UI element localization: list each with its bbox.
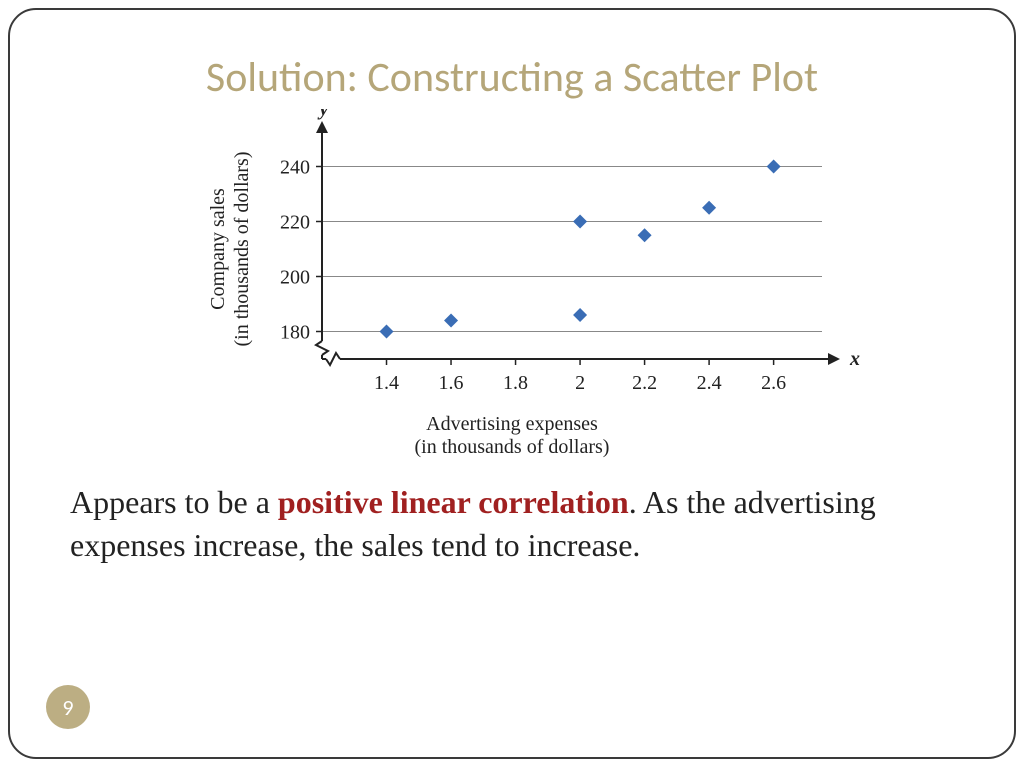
svg-text:2.2: 2.2 [632, 372, 657, 394]
svg-text:y: y [318, 109, 329, 120]
svg-text:Company sales: Company sales [207, 188, 229, 310]
body-before: Appears to be a [70, 484, 278, 520]
svg-text:(in thousands of dollars): (in thousands of dollars) [231, 152, 253, 347]
x-axis-label-line2: (in thousands of dollars) [10, 436, 1014, 459]
x-axis-label-line1: Advertising expenses [10, 413, 1014, 436]
scatter-chart: 180 200 220 240 1.4 1.6 1.8 2 2.2 2.4 2.6 y x Company… [152, 109, 872, 409]
slide-title: Solution: Constructing a Scatter Plot [10, 52, 1014, 103]
svg-text:2: 2 [575, 372, 585, 394]
svg-text:1.8: 1.8 [503, 372, 528, 394]
slide-frame: Solution: Constructing a Scatter Plot 18… [8, 8, 1016, 759]
svg-text:180: 180 [280, 322, 310, 344]
svg-text:1.6: 1.6 [439, 372, 464, 394]
svg-text:1.4: 1.4 [374, 372, 399, 394]
page-number-badge: 9 [46, 685, 90, 729]
page-number: 9 [62, 694, 73, 721]
svg-text:2.6: 2.6 [761, 372, 786, 394]
svg-text:200: 200 [280, 267, 310, 289]
x-axis-label: Advertising expenses (in thousands of do… [10, 413, 1014, 459]
body-highlight: positive linear correlation [278, 484, 629, 520]
svg-text:240: 240 [280, 157, 310, 179]
svg-text:x: x [849, 348, 860, 370]
body-text: Appears to be a positive linear correlat… [70, 481, 954, 567]
svg-text:220: 220 [280, 212, 310, 234]
svg-text:2.4: 2.4 [697, 372, 722, 394]
scatter-svg: 180 200 220 240 1.4 1.6 1.8 2 2.2 2.4 2.6 y x Company… [152, 109, 872, 409]
